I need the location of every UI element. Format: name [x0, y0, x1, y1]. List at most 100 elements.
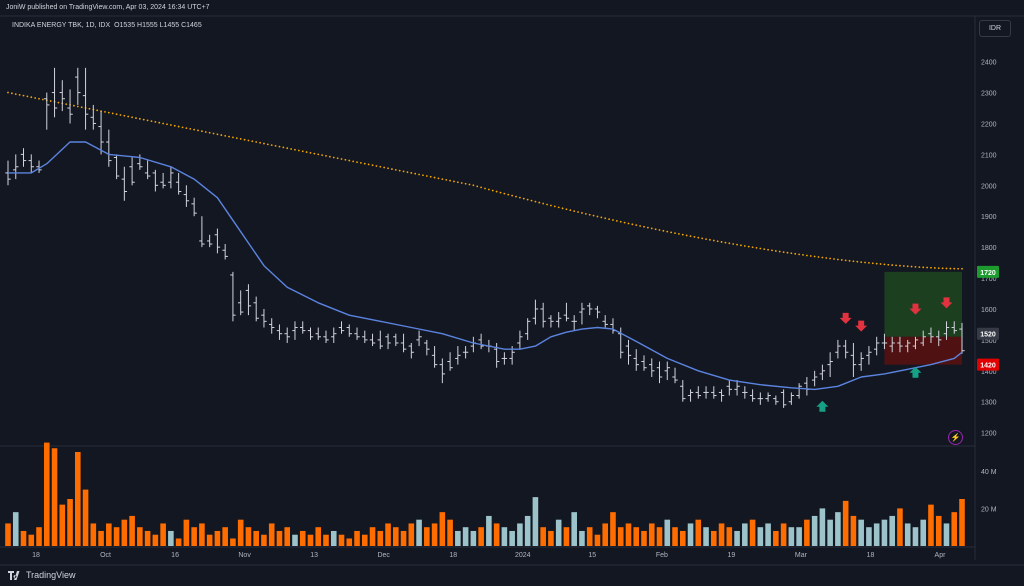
ohlc-bar: [276, 324, 283, 340]
ohlc-bar: [664, 361, 670, 381]
volume-bar: [617, 527, 624, 546]
ohlc-bar: [687, 389, 694, 402]
price-tick-label: 1200: [981, 431, 997, 438]
ma-dot: [30, 96, 33, 99]
ohlc-bar: [695, 386, 702, 399]
ohlc-bar: [773, 395, 779, 405]
ma-dot: [387, 167, 389, 170]
entry-price-label: 1520: [980, 332, 996, 339]
currency-button[interactable]: IDR: [979, 20, 1011, 37]
ohlc-bar: [191, 197, 197, 217]
ma-dot: [697, 236, 700, 239]
volume-bar: [137, 527, 143, 546]
time-tick-label: 13: [310, 552, 318, 559]
ma-dot: [848, 259, 851, 262]
volume-bar: [175, 538, 182, 546]
ohlc-bar: [548, 315, 554, 328]
ohlc-bar: [796, 383, 802, 399]
volume-bar: [261, 534, 267, 546]
ma-dot: [344, 158, 347, 161]
ma-dot: [235, 137, 238, 140]
volume-bar: [168, 530, 174, 546]
ma-dot: [491, 189, 494, 192]
ohlc-bar: [206, 234, 213, 248]
volume-bar: [610, 512, 616, 546]
ma-dot: [662, 229, 665, 232]
ma-dot: [798, 253, 801, 256]
volume-bar: [959, 499, 965, 546]
tradingview-icon: [8, 570, 20, 580]
volume-tick-label: 40 M: [981, 469, 997, 476]
time-tick-label: 19: [727, 552, 735, 559]
ma-dot: [724, 241, 727, 244]
ohlc-bar: [362, 330, 368, 343]
ohlc-bar: [121, 166, 128, 201]
volume-bar: [873, 523, 880, 546]
volume-bar: [292, 534, 298, 546]
ma-dot: [542, 202, 545, 205]
volume-bar: [633, 527, 640, 546]
ohlc-bar: [749, 389, 756, 402]
volume-bar: [509, 530, 515, 546]
volume-bar: [493, 523, 500, 546]
ma-dot: [519, 196, 521, 199]
volume-bar: [67, 499, 73, 546]
ohlc-bar: [67, 89, 73, 124]
volume-bar: [75, 452, 81, 546]
ma-dot: [348, 159, 351, 162]
ohlc-bar: [765, 392, 771, 402]
ma-dot: [794, 252, 797, 255]
volume-bar: [222, 527, 228, 546]
volume-bar: [12, 512, 19, 546]
volume-bar: [400, 530, 407, 546]
ma-dot: [127, 115, 130, 118]
volume-bar: [385, 523, 391, 546]
ohlc-bar: [439, 358, 446, 384]
ma-dot: [468, 183, 471, 186]
ohlc-bar: [943, 321, 950, 340]
ma-dot: [472, 184, 475, 187]
ma-dot: [701, 237, 704, 240]
ma-dot: [38, 97, 40, 100]
ma-dot: [297, 149, 300, 152]
ohlc-bar: [501, 352, 508, 365]
ma-dot: [363, 162, 366, 165]
ohlc-bar: [680, 380, 686, 402]
ohlc-bar: [780, 389, 787, 408]
ma-dot: [107, 111, 110, 114]
price-tick-label: 2400: [981, 60, 997, 67]
lightning-icon[interactable]: ⚡: [948, 430, 963, 445]
ohlc-bar: [726, 380, 733, 396]
published-caption: JoniW published on TradingView.com, Apr …: [6, 4, 210, 11]
ma-dot: [433, 176, 436, 179]
ma-dot: [321, 154, 324, 157]
ma-dot: [274, 144, 277, 147]
ma-dot: [228, 135, 230, 138]
ma-dot: [402, 170, 405, 173]
ma-dot: [476, 185, 479, 188]
volume-bar: [664, 519, 671, 546]
ma-dot: [197, 129, 199, 132]
volume-bar: [749, 519, 756, 546]
ma-dot: [460, 182, 463, 184]
ohlc-bar: [268, 318, 275, 334]
volume-bar: [757, 527, 764, 546]
volume-bar: [478, 527, 484, 546]
ma-dot: [949, 267, 952, 270]
ohlc-bar: [858, 352, 864, 371]
ma-dot: [189, 127, 192, 130]
ma-dot: [712, 239, 715, 242]
ma-dot: [65, 103, 68, 106]
ohlc-bar: [369, 333, 376, 347]
ma-dot: [290, 148, 292, 150]
ohlc-bar: [284, 327, 290, 343]
ma-dot: [154, 121, 157, 123]
ma-dot: [910, 265, 913, 268]
volume-bar: [20, 530, 27, 546]
ma-dot: [961, 267, 963, 270]
ma-dot: [278, 145, 281, 148]
volume-bar: [299, 530, 306, 546]
ma-dot: [615, 220, 618, 222]
ma-dot: [239, 138, 242, 140]
